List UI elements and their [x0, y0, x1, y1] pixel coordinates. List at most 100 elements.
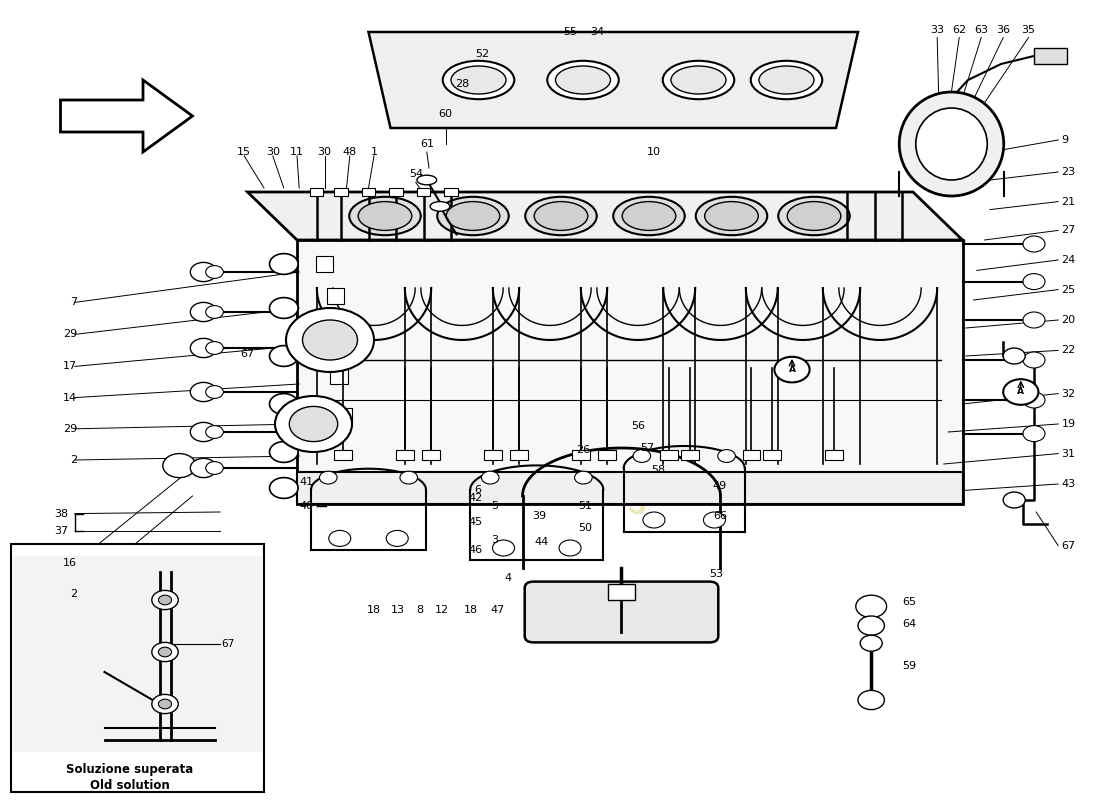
Text: 65: 65: [902, 597, 916, 606]
Text: 45: 45: [469, 517, 482, 526]
Bar: [13, 556, 262, 752]
Circle shape: [1023, 352, 1045, 368]
Bar: [334, 408, 352, 424]
Text: la passione oltre: la passione oltre: [417, 344, 683, 504]
Circle shape: [152, 590, 178, 610]
Text: 29: 29: [63, 330, 77, 339]
Text: 18: 18: [367, 605, 381, 614]
Text: 4: 4: [505, 573, 512, 582]
Text: 51: 51: [579, 501, 592, 510]
Circle shape: [1023, 392, 1045, 408]
FancyBboxPatch shape: [525, 582, 718, 642]
Circle shape: [270, 254, 298, 274]
Text: 16: 16: [63, 558, 77, 568]
Text: 48: 48: [343, 147, 356, 157]
Circle shape: [270, 478, 298, 498]
Text: 54: 54: [409, 170, 422, 179]
Ellipse shape: [779, 197, 849, 235]
Text: 21: 21: [1062, 197, 1076, 206]
Text: 26: 26: [576, 446, 590, 455]
Circle shape: [190, 382, 217, 402]
Text: 10: 10: [647, 147, 661, 157]
Text: 8: 8: [417, 605, 424, 614]
Circle shape: [152, 642, 178, 662]
Text: 1: 1: [371, 147, 377, 157]
Text: 39: 39: [532, 511, 546, 521]
Circle shape: [856, 595, 887, 618]
Ellipse shape: [451, 66, 506, 94]
Circle shape: [858, 616, 884, 635]
Circle shape: [559, 540, 581, 556]
Text: 17: 17: [63, 362, 77, 371]
Text: 43: 43: [1062, 479, 1076, 489]
Ellipse shape: [430, 202, 450, 211]
Text: 36: 36: [997, 26, 1010, 35]
Circle shape: [206, 462, 223, 474]
Text: 35: 35: [1022, 26, 1035, 35]
Bar: [608, 584, 635, 600]
Circle shape: [1023, 274, 1045, 290]
Circle shape: [400, 471, 418, 484]
Circle shape: [774, 357, 810, 382]
Ellipse shape: [417, 175, 437, 185]
Bar: [484, 450, 502, 460]
Circle shape: [642, 512, 664, 528]
Bar: [310, 188, 323, 196]
Polygon shape: [368, 32, 858, 128]
Text: A: A: [789, 365, 795, 374]
Circle shape: [190, 262, 217, 282]
Circle shape: [860, 635, 882, 651]
Circle shape: [1023, 312, 1045, 328]
Text: 50: 50: [579, 523, 592, 533]
Text: 30: 30: [318, 147, 331, 157]
Text: 22: 22: [1062, 346, 1076, 355]
Bar: [362, 188, 375, 196]
Text: 63: 63: [975, 26, 988, 35]
Circle shape: [704, 512, 726, 528]
Text: 40: 40: [299, 501, 314, 510]
Text: 30: 30: [266, 147, 279, 157]
Bar: [396, 450, 414, 460]
Ellipse shape: [750, 61, 823, 99]
Text: 5: 5: [492, 501, 498, 510]
Text: 27: 27: [1062, 226, 1076, 235]
Ellipse shape: [788, 202, 840, 230]
Text: 56: 56: [631, 421, 645, 430]
Text: 67: 67: [221, 639, 234, 649]
Text: 2: 2: [70, 455, 77, 465]
Text: 61: 61: [420, 139, 433, 149]
Bar: [572, 450, 590, 460]
Text: 55: 55: [563, 27, 576, 37]
Circle shape: [275, 396, 352, 452]
Text: Soluzione superata: Soluzione superata: [66, 763, 194, 776]
Text: 24: 24: [1062, 255, 1076, 265]
Circle shape: [190, 458, 217, 478]
Text: 67: 67: [240, 349, 254, 358]
Circle shape: [206, 386, 223, 398]
Text: 60: 60: [439, 110, 452, 119]
Text: 3: 3: [492, 535, 498, 545]
FancyBboxPatch shape: [11, 544, 264, 792]
Circle shape: [289, 406, 338, 442]
Bar: [316, 256, 333, 272]
Circle shape: [190, 302, 217, 322]
Bar: [510, 450, 528, 460]
Circle shape: [158, 699, 172, 709]
Polygon shape: [297, 472, 962, 504]
Ellipse shape: [705, 202, 758, 230]
Text: 20: 20: [1062, 315, 1076, 325]
Circle shape: [319, 471, 337, 484]
Circle shape: [1023, 426, 1045, 442]
Text: 34: 34: [591, 27, 604, 37]
Text: 64: 64: [902, 619, 916, 629]
Ellipse shape: [900, 92, 1003, 196]
Circle shape: [190, 338, 217, 358]
Polygon shape: [248, 192, 962, 240]
Circle shape: [270, 298, 298, 318]
Text: 7: 7: [70, 298, 77, 307]
Bar: [763, 450, 781, 460]
Bar: [742, 450, 760, 460]
Text: 18: 18: [464, 605, 477, 614]
Bar: [417, 188, 430, 196]
Bar: [598, 450, 616, 460]
